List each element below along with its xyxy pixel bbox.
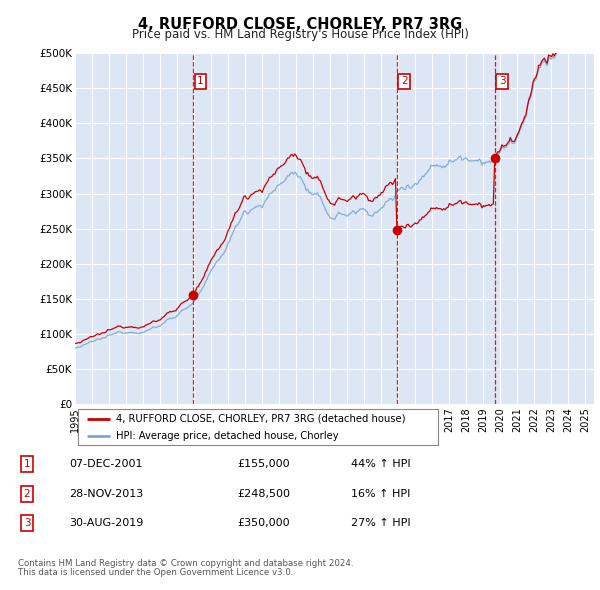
Text: Contains HM Land Registry data © Crown copyright and database right 2024.: Contains HM Land Registry data © Crown c… [18, 559, 353, 568]
Text: HPI: Average price, detached house, Chorley: HPI: Average price, detached house, Chor… [116, 431, 338, 441]
Text: This data is licensed under the Open Government Licence v3.0.: This data is licensed under the Open Gov… [18, 568, 293, 577]
Text: £350,000: £350,000 [237, 519, 290, 528]
Text: 3: 3 [23, 519, 31, 528]
Text: 16% ↑ HPI: 16% ↑ HPI [351, 489, 410, 499]
Text: £248,500: £248,500 [237, 489, 290, 499]
Text: 4, RUFFORD CLOSE, CHORLEY, PR7 3RG (detached house): 4, RUFFORD CLOSE, CHORLEY, PR7 3RG (deta… [116, 414, 406, 424]
Text: 4, RUFFORD CLOSE, CHORLEY, PR7 3RG: 4, RUFFORD CLOSE, CHORLEY, PR7 3RG [138, 17, 462, 31]
Text: 07-DEC-2001: 07-DEC-2001 [69, 460, 143, 469]
Text: 2: 2 [23, 489, 31, 499]
Text: 2: 2 [401, 76, 407, 86]
Text: £155,000: £155,000 [237, 460, 290, 469]
Text: 3: 3 [499, 76, 506, 86]
Text: Price paid vs. HM Land Registry's House Price Index (HPI): Price paid vs. HM Land Registry's House … [131, 28, 469, 41]
Text: 44% ↑ HPI: 44% ↑ HPI [351, 460, 410, 469]
Text: 1: 1 [23, 460, 31, 469]
Text: 30-AUG-2019: 30-AUG-2019 [69, 519, 143, 528]
Text: 28-NOV-2013: 28-NOV-2013 [69, 489, 143, 499]
Text: 1: 1 [197, 76, 204, 86]
Text: 27% ↑ HPI: 27% ↑ HPI [351, 519, 410, 528]
